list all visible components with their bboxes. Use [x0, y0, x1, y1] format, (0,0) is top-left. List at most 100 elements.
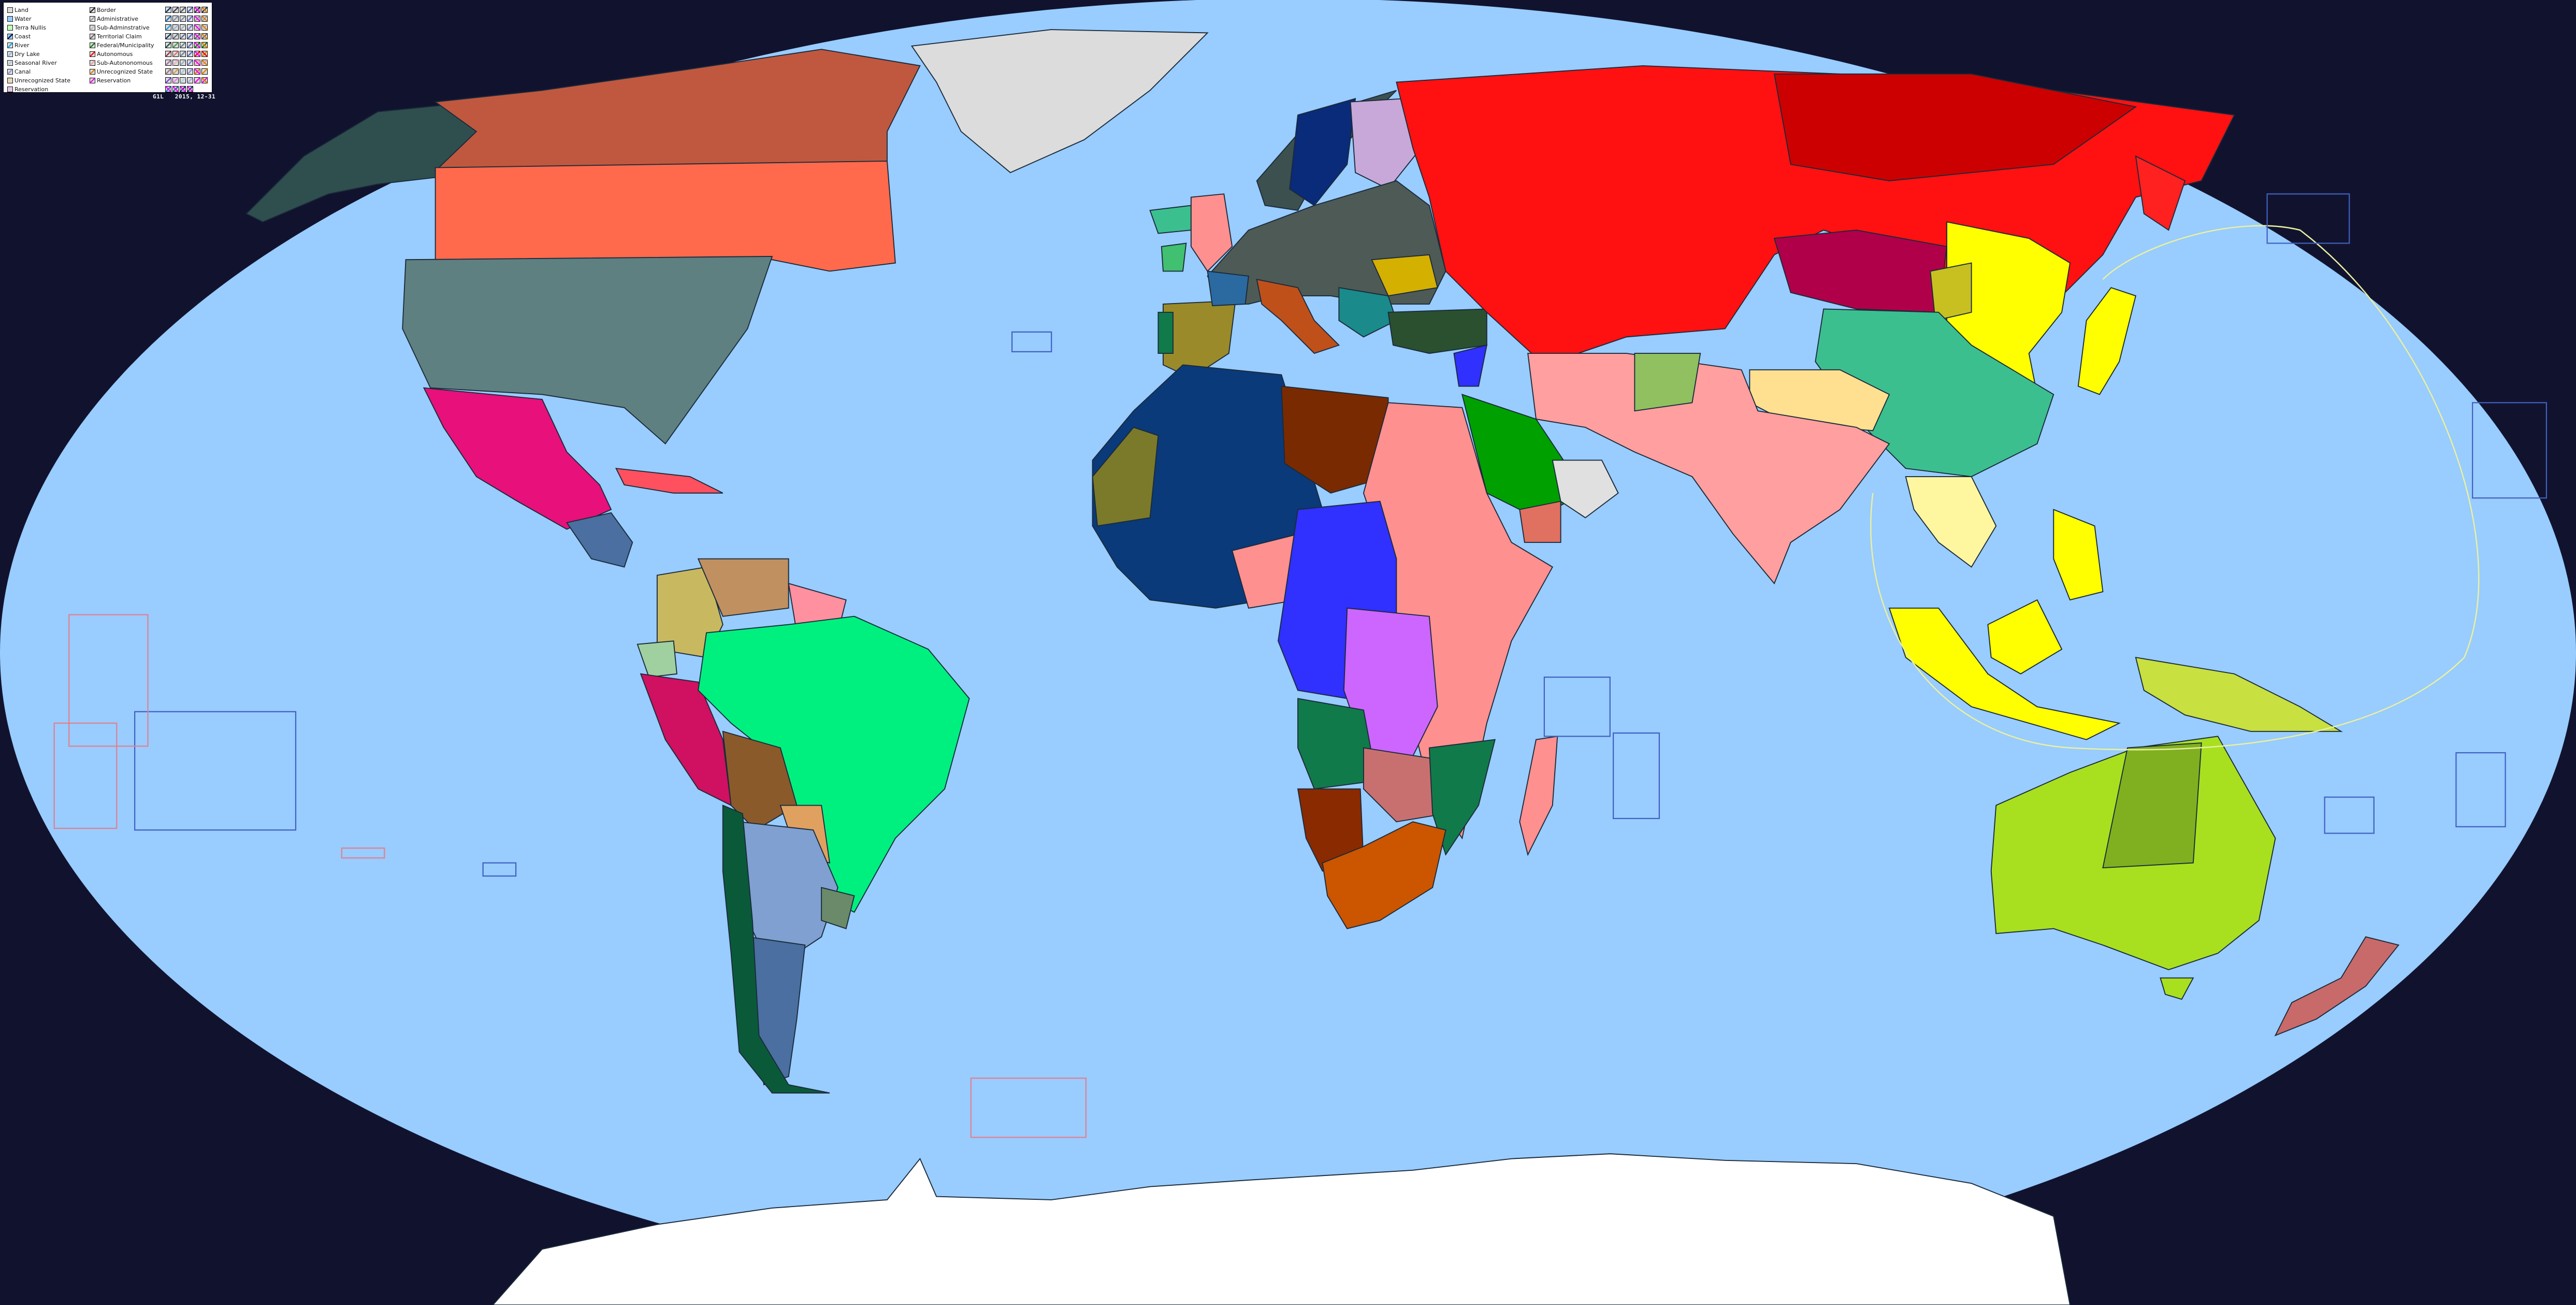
legend-swatch — [90, 77, 95, 83]
region-greenland — [910, 29, 1209, 174]
legend-grid-swatch — [187, 7, 193, 13]
legend-grid-swatch — [165, 60, 171, 66]
legend-grid-swatch — [165, 7, 171, 13]
territory-box — [2324, 796, 2375, 834]
region-caribbean — [615, 468, 723, 494]
legend-item: Border — [90, 6, 116, 14]
region-yemen — [1519, 500, 1561, 543]
legend-grid-swatch — [194, 77, 200, 83]
legend-swatch — [90, 68, 95, 75]
legend-grid-swatch — [201, 60, 208, 66]
legend-swatch — [90, 24, 95, 31]
territory-box — [482, 862, 517, 877]
region-japan — [2077, 287, 2136, 395]
region-brazil — [698, 615, 970, 913]
legend-item: Land — [7, 6, 28, 14]
region-new-zealand — [2274, 936, 2400, 1037]
territory-boxes — [53, 193, 2548, 1138]
legend-grid-swatch — [201, 51, 208, 57]
legend-grid-swatch — [180, 42, 186, 48]
legend-swatch — [90, 33, 95, 39]
territory-box — [970, 1078, 1087, 1138]
legend-grid-swatch — [201, 42, 208, 48]
legend-grid-swatch — [180, 77, 186, 83]
region-finland — [1350, 98, 1422, 190]
legend-label: Sub-Autononomous — [97, 59, 153, 66]
legend-item: Canal — [7, 67, 31, 76]
legend-item: Unrecognized State — [7, 76, 70, 84]
region-ireland — [1161, 242, 1187, 272]
territory-box — [53, 722, 118, 829]
legend-swatch — [90, 16, 95, 22]
legend-label: Water — [15, 15, 32, 22]
map-code: G1L — [153, 93, 164, 100]
legend-grid-swatch — [172, 51, 179, 57]
legend-label: Land — [15, 6, 28, 13]
legend-grid-swatch — [187, 33, 193, 39]
legend-item: Seasonal River — [7, 59, 57, 67]
territory-box — [68, 614, 149, 747]
legend-grid-swatch — [180, 24, 186, 31]
legend-label: Sub-Adminstrative — [97, 24, 150, 31]
legend-grid-swatch — [165, 33, 171, 39]
legend-grid-swatch — [172, 60, 179, 66]
region-britain — [1190, 193, 1233, 272]
map-date: 2015, 12-31 — [175, 93, 216, 100]
region-oman — [1552, 460, 1619, 519]
region-south-asia — [1527, 353, 1890, 585]
region-italy — [1256, 279, 1340, 354]
territory-box — [2472, 402, 2548, 499]
territory-box — [1011, 331, 1052, 353]
legend-item: Reservation — [90, 76, 131, 84]
region-antarctica — [492, 1153, 2071, 1305]
legend-grid-swatch — [180, 86, 186, 92]
legend-label: Federal/Municipality — [97, 41, 154, 49]
region-france-west — [1207, 270, 1249, 307]
legend-grid-swatch — [172, 42, 179, 48]
territory-box — [2266, 193, 2350, 244]
region-mozambique — [1428, 739, 1496, 856]
legend-item: Federal/Municipality — [90, 41, 154, 49]
territorial-claim-line — [1870, 225, 2480, 751]
legend-swatch — [7, 24, 13, 31]
legend-grid-swatch — [194, 68, 200, 75]
region-russia-far-east — [1773, 73, 2137, 181]
legend-grid-swatch — [201, 77, 208, 83]
legend-swatch — [90, 60, 95, 66]
region-turkey — [1387, 308, 1487, 354]
legend-label: Administrative — [97, 15, 139, 22]
legend-label: Coast — [15, 33, 31, 40]
legend-item: Reservation — [7, 85, 48, 93]
legend-grid-swatch — [194, 51, 200, 57]
region-southeast-asia — [1905, 476, 1997, 568]
region-inner-mongolia — [1930, 262, 1972, 321]
territory-box — [341, 847, 385, 859]
region-sweden — [1289, 98, 1356, 206]
legend-grid-swatch — [201, 33, 208, 39]
legend-grid-swatch — [187, 60, 193, 66]
legend-grid-swatch — [187, 68, 193, 75]
region-bolivia — [722, 730, 798, 831]
legend-item: Administrative — [90, 15, 138, 23]
map-regions — [245, 29, 2480, 1305]
region-indonesia — [1888, 607, 2121, 740]
legend-label: Territorial Claim — [97, 33, 142, 40]
legend-swatch — [7, 68, 13, 75]
legend-grid-swatch — [187, 42, 193, 48]
legend-grid-swatch — [201, 24, 208, 31]
legend-grid-swatch — [180, 16, 186, 22]
legend-grid-swatch — [172, 77, 179, 83]
legend-swatch — [7, 33, 13, 39]
legend-label: Border — [97, 6, 116, 13]
legend-grid-swatch — [194, 42, 200, 48]
legend-grid-swatch — [180, 68, 186, 75]
legend-item: Unrecognized State — [90, 67, 153, 76]
legend-label: Canal — [15, 68, 31, 75]
legend-swatch — [90, 42, 95, 48]
region-canada-south — [435, 160, 896, 272]
legend-grid-swatch — [165, 68, 171, 75]
region-angola — [1297, 698, 1378, 790]
legend-grid-swatch — [172, 86, 179, 92]
region-mauritania — [1092, 426, 1159, 527]
